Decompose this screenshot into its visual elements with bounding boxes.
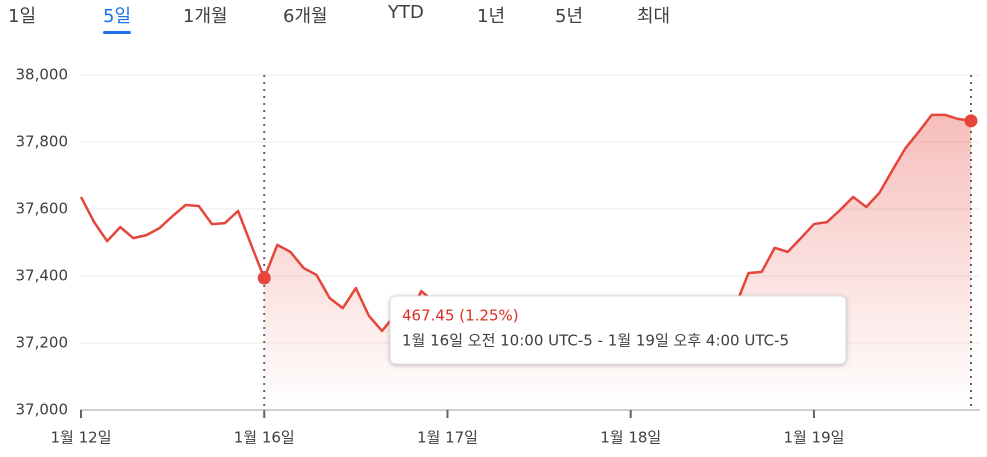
tooltip-title: 467.45 (1.25%) [402, 307, 519, 325]
selection-marker [964, 114, 978, 128]
range-tab[interactable]: 6개월 [283, 6, 328, 27]
range-tab[interactable]: YTD [388, 2, 424, 23]
range-tab[interactable]: 5년 [555, 6, 584, 27]
plot: 37,000 37,200 37,400 37,600 37,800 38,000 1월 1… [16, 66, 980, 447]
selection-area [264, 114, 971, 411]
y-tick-label: 37,800 [16, 133, 69, 151]
y-tick-label: 37,000 [16, 401, 69, 419]
x-tick-label: 1월 17일 [417, 429, 478, 447]
x-tick-label: 1월 19일 [783, 429, 844, 447]
range-tab[interactable]: 1일 [8, 6, 37, 27]
tooltip: 467.45 (1.25%) 1월 16일 오전 10:00 UTC-5 - 1… [389, 295, 847, 365]
range-tab[interactable]: 5일 [103, 2, 132, 34]
range-tab[interactable]: 1년 [477, 6, 506, 27]
y-tick-label: 38,000 [16, 66, 69, 84]
x-tick-label: 1월 16일 [234, 429, 295, 447]
y-tick-label: 37,200 [16, 334, 69, 352]
selection-marker [257, 271, 271, 285]
y-tick-label: 37,600 [16, 200, 69, 218]
x-tick-label: 1월 18일 [600, 429, 661, 447]
x-tick-label: 1월 12일 [51, 429, 112, 447]
range-tab[interactable]: 최대 [637, 6, 671, 27]
tooltip-text: 1월 16일 오전 10:00 UTC-5 - 1월 19일 오후 4:00 U… [402, 332, 789, 350]
range-tab[interactable]: 1개월 [183, 6, 228, 27]
range-tabs: 1일 5일 1개월 6개월 YTD 1년 5년 최대 [0, 0, 987, 36]
y-tick-label: 37,400 [16, 267, 69, 285]
tooltip-box [389, 295, 847, 365]
